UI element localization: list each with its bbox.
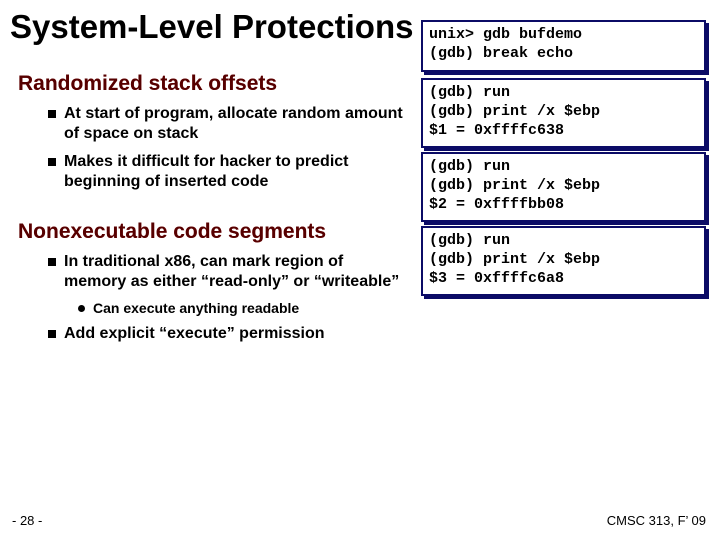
bullet-text: Makes it difficult for hacker to predict… xyxy=(64,152,406,192)
page-number: - 28 - xyxy=(12,513,42,528)
square-bullet-icon xyxy=(48,110,56,118)
slide-title: System-Level Protections xyxy=(10,8,413,46)
sub-bullet-item: Can execute anything readable xyxy=(78,300,406,318)
bullet-text: Add explicit “execute” permission xyxy=(64,324,325,344)
bullet-item: At start of program, allocate random amo… xyxy=(48,104,406,144)
code-box-1: unix> gdb bufdemo (gdb) break echo xyxy=(421,20,706,72)
square-bullet-icon xyxy=(48,330,56,338)
code-box-3: (gdb) run (gdb) print /x $ebp $2 = 0xfff… xyxy=(421,152,706,222)
content-column: Randomized stack offsets Randomized stac… xyxy=(18,72,406,352)
bullet-item: Makes it difficult for hacker to predict… xyxy=(48,152,406,192)
slide: System-Level Protections Randomized stac… xyxy=(0,0,720,540)
disc-bullet-icon xyxy=(78,305,85,312)
bullet-text: At start of program, allocate random amo… xyxy=(64,104,406,144)
bullet-item: Add explicit “execute” permission xyxy=(48,324,406,344)
square-bullet-icon xyxy=(48,258,56,266)
heading-text-red: Randomized stack offsets xyxy=(18,72,277,95)
bullet-item: In traditional x86, can mark region of m… xyxy=(48,252,406,292)
section-heading-2: Nonexecutable code segments Nonexecutabl… xyxy=(18,220,406,244)
section-heading-1: Randomized stack offsets Randomized stac… xyxy=(18,72,406,96)
code-box-4: (gdb) run (gdb) print /x $ebp $3 = 0xfff… xyxy=(421,226,706,296)
sub-bullet-text: Can execute anything readable xyxy=(93,300,299,318)
heading-text-red: Nonexecutable code segments xyxy=(18,220,326,243)
square-bullet-icon xyxy=(48,158,56,166)
course-footer: CMSC 313, F’ 09 xyxy=(607,513,706,528)
code-box-2: (gdb) run (gdb) print /x $ebp $1 = 0xfff… xyxy=(421,78,706,148)
bullet-text: In traditional x86, can mark region of m… xyxy=(64,252,406,292)
